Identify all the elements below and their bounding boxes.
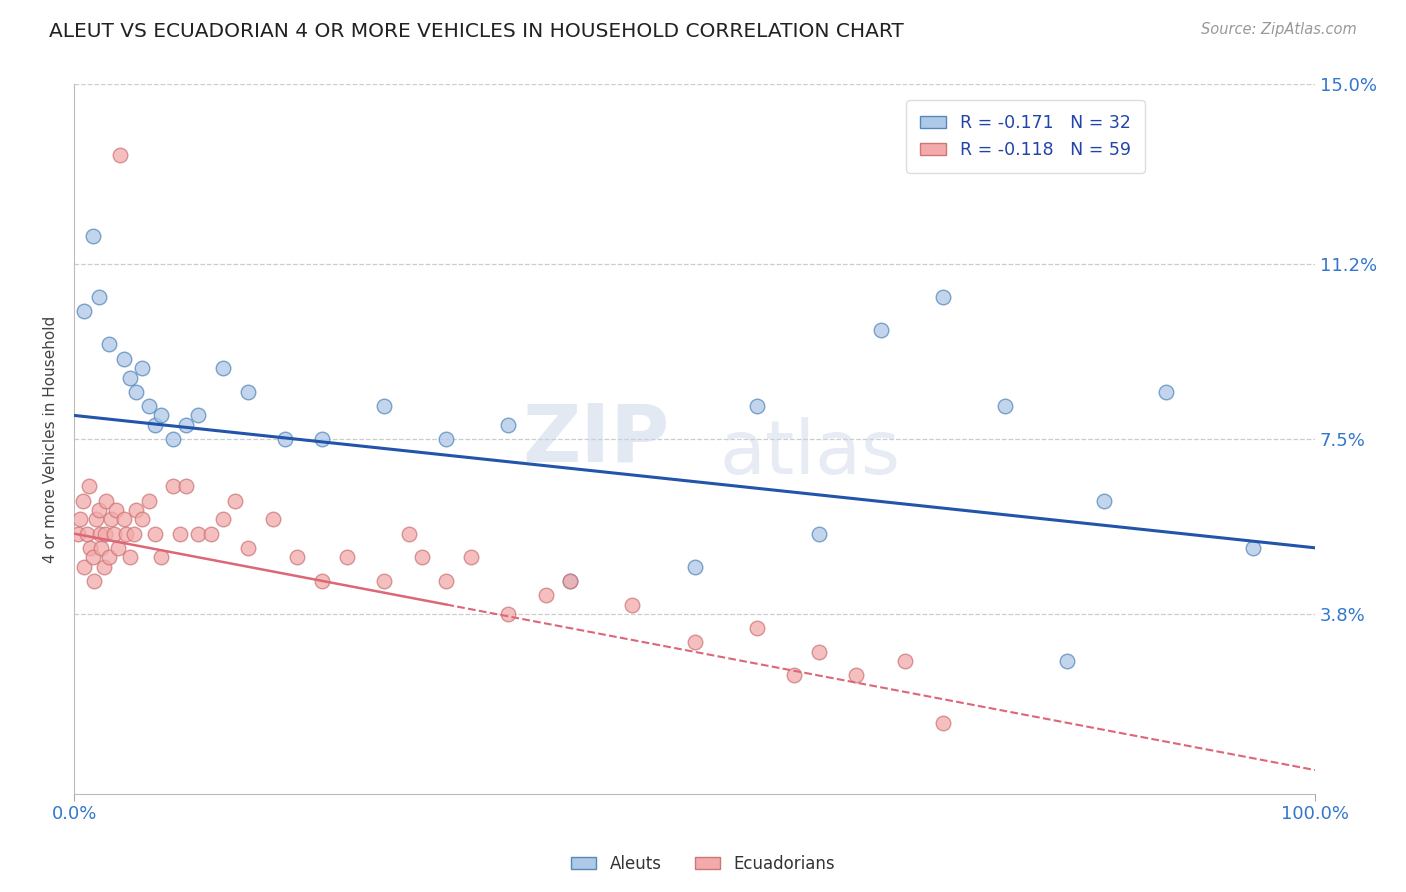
Point [236, 541, 259, 555]
Point [498, 607, 520, 621]
Point [1092, 493, 1115, 508]
Text: atlas: atlas [720, 417, 900, 490]
Point [149, 550, 172, 565]
Point [69, 512, 91, 526]
Y-axis label: 4 or more Vehicles in Household: 4 or more Vehicles in Household [44, 316, 58, 563]
Point [262, 512, 284, 526]
Point [131, 361, 153, 376]
Point [434, 574, 457, 588]
Point [82, 550, 104, 565]
Point [97, 337, 120, 351]
Point [845, 668, 868, 682]
Point [118, 370, 141, 384]
Point [107, 541, 129, 555]
Point [87, 503, 110, 517]
Point [869, 323, 891, 337]
Point [621, 598, 644, 612]
Point [125, 503, 148, 517]
Point [994, 399, 1017, 413]
Point [187, 409, 209, 423]
Point [212, 512, 235, 526]
Point [398, 526, 420, 541]
Point [783, 668, 806, 682]
Point [212, 361, 235, 376]
Point [112, 351, 135, 366]
Point [77, 479, 100, 493]
Point [683, 559, 706, 574]
Point [807, 645, 830, 659]
Point [931, 290, 953, 304]
Legend: Aleuts, Ecuadorians: Aleuts, Ecuadorians [565, 848, 841, 880]
Point [460, 550, 482, 565]
Point [683, 635, 706, 649]
Point [93, 559, 115, 574]
Point [1056, 654, 1078, 668]
Point [138, 493, 160, 508]
Text: ZIP: ZIP [523, 400, 669, 478]
Point [89, 526, 111, 541]
Point [373, 399, 395, 413]
Point [97, 550, 120, 565]
Text: ALEUT VS ECUADORIAN 4 OR MORE VEHICLES IN HOUSEHOLD CORRELATION CHART: ALEUT VS ECUADORIAN 4 OR MORE VEHICLES I… [49, 22, 904, 41]
Point [745, 621, 768, 635]
Point [143, 526, 166, 541]
Point [162, 479, 184, 493]
Point [103, 526, 125, 541]
Point [434, 432, 457, 446]
Point [83, 574, 105, 588]
Point [1241, 541, 1264, 555]
Point [76, 526, 98, 541]
Point [122, 526, 145, 541]
Point [311, 432, 333, 446]
Point [73, 304, 96, 318]
Point [118, 550, 141, 565]
Point [174, 417, 197, 432]
Point [224, 493, 246, 508]
Point [90, 541, 112, 555]
Point [125, 384, 148, 399]
Point [138, 399, 160, 413]
Point [169, 526, 191, 541]
Point [66, 526, 89, 541]
Point [108, 148, 131, 162]
Point [534, 588, 557, 602]
Point [560, 574, 582, 588]
Point [162, 432, 184, 446]
Legend: R = -0.171   N = 32, R = -0.118   N = 59: R = -0.171 N = 32, R = -0.118 N = 59 [907, 100, 1144, 173]
Point [336, 550, 359, 565]
Point [79, 541, 101, 555]
Text: Source: ZipAtlas.com: Source: ZipAtlas.com [1201, 22, 1357, 37]
Point [143, 417, 166, 432]
Point [560, 574, 582, 588]
Point [274, 432, 297, 446]
Point [187, 526, 209, 541]
Point [149, 409, 172, 423]
Point [411, 550, 433, 565]
Point [236, 384, 259, 399]
Point [131, 512, 153, 526]
Point [73, 559, 96, 574]
Point [807, 526, 830, 541]
Point [373, 574, 395, 588]
Point [94, 526, 117, 541]
Point [931, 715, 953, 730]
Point [1154, 384, 1177, 399]
Point [87, 290, 110, 304]
Point [86, 512, 108, 526]
Point [115, 526, 138, 541]
Point [100, 512, 122, 526]
Point [174, 479, 197, 493]
Point [894, 654, 917, 668]
Point [498, 417, 520, 432]
Point [72, 493, 94, 508]
Point [105, 503, 128, 517]
Point [200, 526, 222, 541]
Point [745, 399, 768, 413]
Point [82, 228, 104, 243]
Point [112, 512, 135, 526]
Point [96, 493, 118, 508]
Point [311, 574, 333, 588]
Point [287, 550, 309, 565]
